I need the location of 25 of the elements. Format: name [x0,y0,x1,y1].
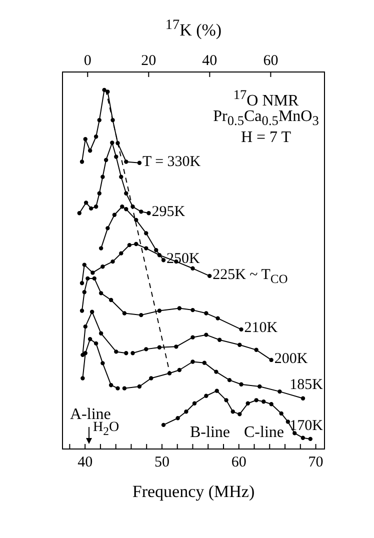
x2-tick-label: 40 [202,53,218,69]
annotation: $^{17}$O NMR [232,87,300,110]
x2-tick-label: 0 [84,53,92,69]
x-tick-label: 70 [308,454,324,471]
annotation: Pr$_{0.5}$Ca$_{0.5}$MnO$_{3}$ [212,108,320,128]
x2-tick-label: 20 [141,53,156,69]
series-label: 295K [152,204,186,220]
series-label: 210K [244,320,278,336]
x2-tick-label: 60 [263,53,278,69]
x-tick-label: 50 [154,454,170,471]
series-label: T = 330K [142,154,201,170]
x-tick-label: 60 [231,454,246,471]
annotation: H = 7 T [240,129,292,146]
x-axis-title: Frequency (MHz) [131,482,256,501]
annotation: A-line [70,406,111,423]
series-label: 250K [166,251,200,268]
x-tick-label: 40 [78,454,93,471]
series-label: 225K ~ T$_{CO}$ [212,266,288,286]
series-label: 200K [274,350,308,367]
x2-axis-title: $^{17}$K (%) [164,17,223,40]
series-label: 185K [290,377,323,394]
series-label: 170K [290,418,323,434]
annotation: C-line [244,424,284,441]
annotation: H$_{2}$O [93,420,120,438]
annotation: B-line [190,424,230,441]
